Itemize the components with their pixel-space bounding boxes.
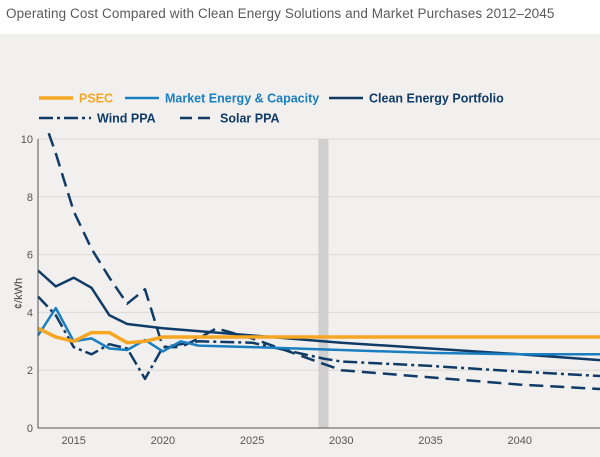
highlight-band-layer bbox=[318, 139, 329, 428]
legend-label-clean-energy-portfolio: Clean Energy Portfolio bbox=[369, 92, 504, 106]
y-tick-label-10: 10 bbox=[21, 134, 33, 146]
y-tick-label-8: 8 bbox=[27, 192, 33, 204]
chart-title: Operating Cost Compared with Clean Energ… bbox=[6, 6, 555, 21]
legend-label-psec: PSEC bbox=[79, 92, 113, 106]
legend: PSEC Market Energy & Capacity Clean Energy… bbox=[39, 92, 504, 126]
x-tick-label-2040: 2040 bbox=[507, 435, 531, 447]
x-tick-label-2015: 2015 bbox=[61, 435, 85, 447]
title-bar: Operating Cost Compared with Clean Energ… bbox=[0, 0, 600, 34]
y-tick-label-0: 0 bbox=[27, 423, 33, 435]
legend-item-solar-ppa: Solar PPA bbox=[180, 112, 280, 126]
x-tick-label-2020: 2020 bbox=[151, 435, 175, 447]
legend-label-market-energy-capacity: Market Energy & Capacity bbox=[165, 92, 319, 106]
x-tick-label-2025: 2025 bbox=[240, 435, 264, 447]
y-tick-label-6: 6 bbox=[27, 250, 33, 262]
legend-label-solar-ppa: Solar PPA bbox=[220, 112, 280, 126]
axes-layer: 0 2 4 6 8 10 2015 2020 2025 2030 2035 2040 ¢/kWh bbox=[13, 134, 600, 447]
y-axis-label: ¢/kWh bbox=[13, 278, 25, 309]
x-tick-label-2030: 2030 bbox=[329, 435, 353, 447]
series-lines-layer bbox=[36, 132, 600, 391]
series-line-psec bbox=[37, 326, 600, 345]
highlight-band bbox=[318, 139, 329, 428]
series-line-clean-energy-portfolio bbox=[37, 269, 600, 362]
y-tick-label-2: 2 bbox=[27, 365, 33, 377]
legend-item-wind-ppa: Wind PPA bbox=[39, 112, 156, 126]
legend-item-clean-energy-portfolio: Clean Energy Portfolio bbox=[329, 92, 504, 106]
legend-label-wind-ppa: Wind PPA bbox=[97, 112, 156, 126]
chart-panel bbox=[0, 34, 600, 457]
x-tick-label-2035: 2035 bbox=[418, 435, 442, 447]
legend-item-psec: PSEC bbox=[39, 92, 113, 106]
y-tick-label-4: 4 bbox=[27, 307, 33, 319]
legend-item-market-energy-capacity: Market Energy & Capacity bbox=[125, 92, 319, 106]
